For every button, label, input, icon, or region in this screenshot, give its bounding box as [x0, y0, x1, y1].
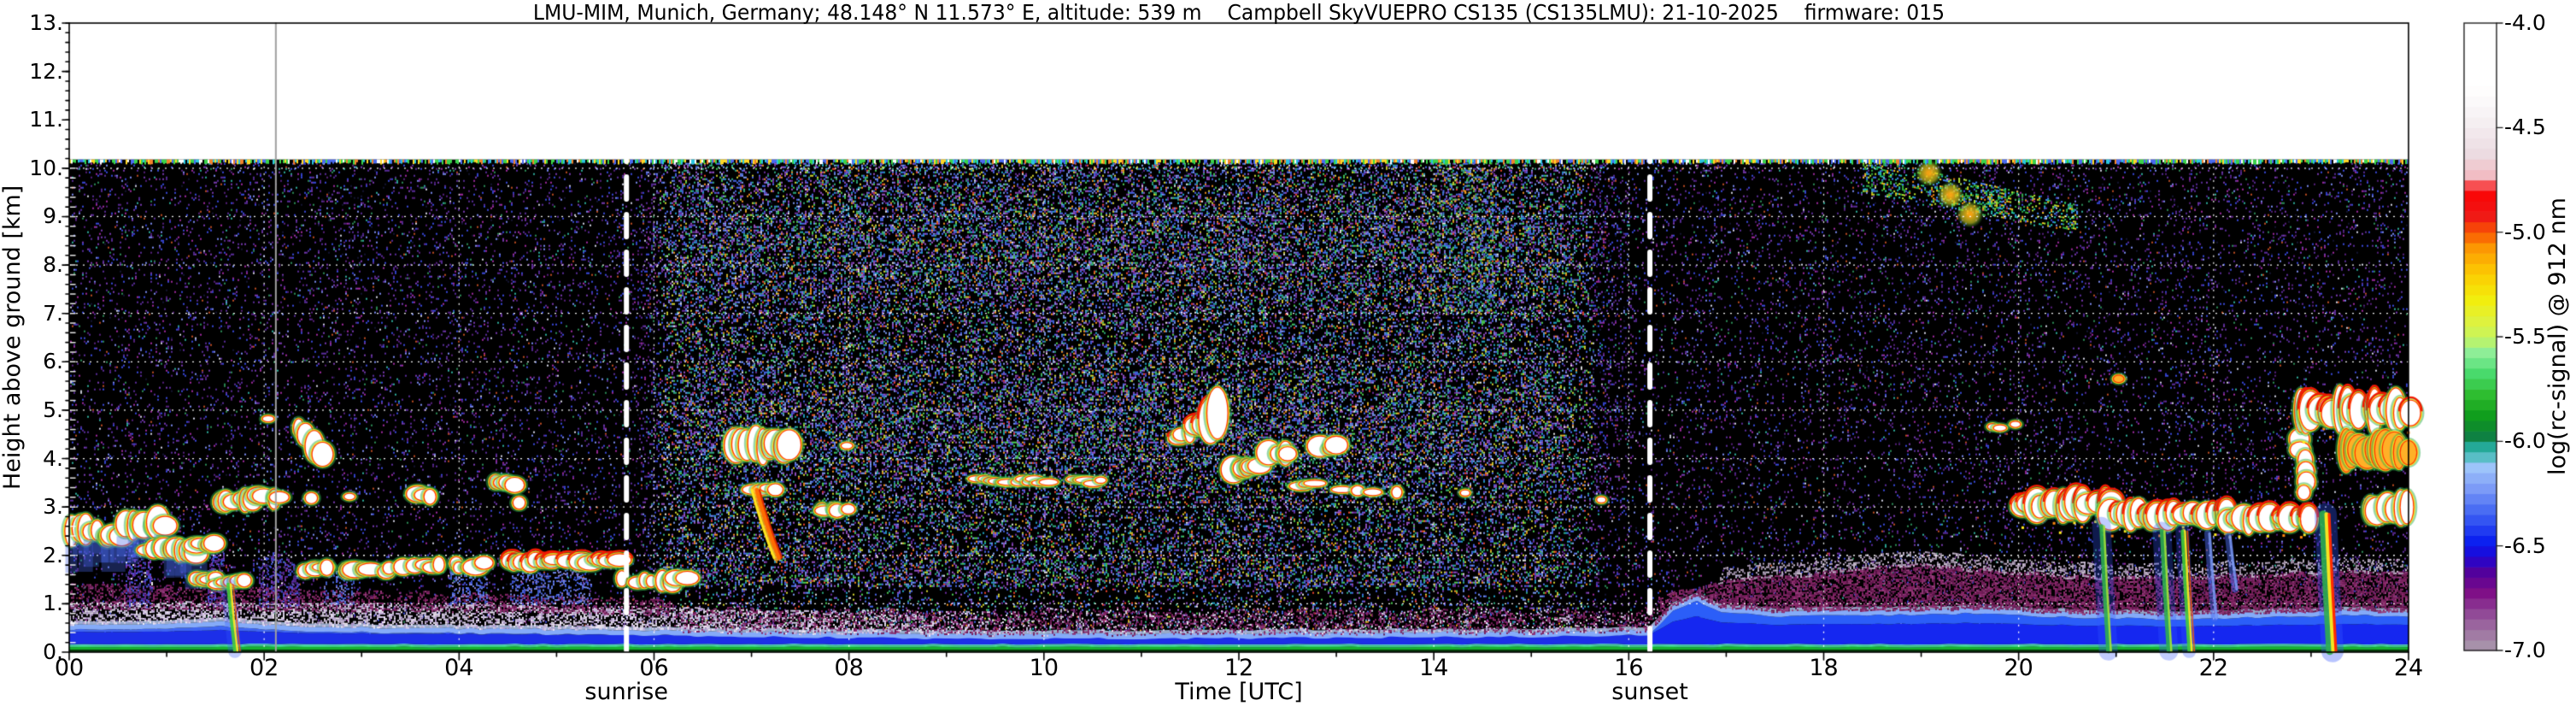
sunset-annotation: sunset [1611, 679, 1688, 705]
x-tick-label: 08 [834, 655, 864, 681]
y-tick-label: 3. [43, 494, 63, 520]
y-tick-label: 4. [43, 445, 63, 471]
x-tick-label: 18 [1809, 655, 1839, 681]
x-axis-label: Time [UTC] [1175, 679, 1303, 705]
y-tick-label: 13. [29, 10, 63, 35]
colorbar-tick-label: -5.5 [2504, 324, 2546, 349]
sunrise-annotation: sunrise [584, 679, 668, 705]
chart-title: LMU-MIM, Munich, Germany; 48.148° N 11.5… [532, 0, 1945, 25]
y-tick-label: 2. [43, 542, 63, 568]
y-tick-label: 6. [43, 349, 63, 374]
y-tick-label: 0. [43, 639, 63, 664]
colorbar-tick-label: -5.0 [2504, 219, 2546, 244]
colorbar-label: log(rc-signal) @ 912 nm [2544, 197, 2571, 476]
colorbar-tick-label: -6.5 [2504, 532, 2546, 558]
colorbar-tick-label: -4.0 [2504, 10, 2546, 35]
x-tick-label: 20 [2004, 655, 2033, 681]
y-tick-label: 9. [43, 203, 63, 229]
x-tick-label: 12 [1223, 655, 1254, 681]
y-tick-label: 11. [29, 107, 63, 132]
colorbar-tick-label: -6.0 [2504, 428, 2546, 454]
x-tick-label: 16 [1614, 655, 1644, 681]
x-tick-label: 14 [1418, 655, 1449, 681]
x-tick-label: 24 [2393, 655, 2424, 681]
y-tick-label: 8. [43, 252, 63, 278]
y-tick-label: 1. [43, 591, 63, 616]
x-tick-label: 00 [54, 655, 85, 681]
colorbar-tick-label: -4.5 [2504, 115, 2546, 140]
y-tick-label: 7. [43, 300, 63, 326]
x-tick-label: 22 [2198, 655, 2229, 681]
y-tick-label: 5. [43, 397, 63, 422]
x-tick-label: 04 [444, 655, 474, 681]
y-tick-label: 12. [29, 58, 63, 84]
colorbar-tick-label: -7.0 [2504, 638, 2546, 662]
x-tick-label: 02 [249, 655, 279, 681]
y-tick-label: 10. [29, 155, 63, 180]
x-tick-label: 10 [1029, 655, 1059, 681]
x-tick-label: 06 [639, 655, 669, 681]
